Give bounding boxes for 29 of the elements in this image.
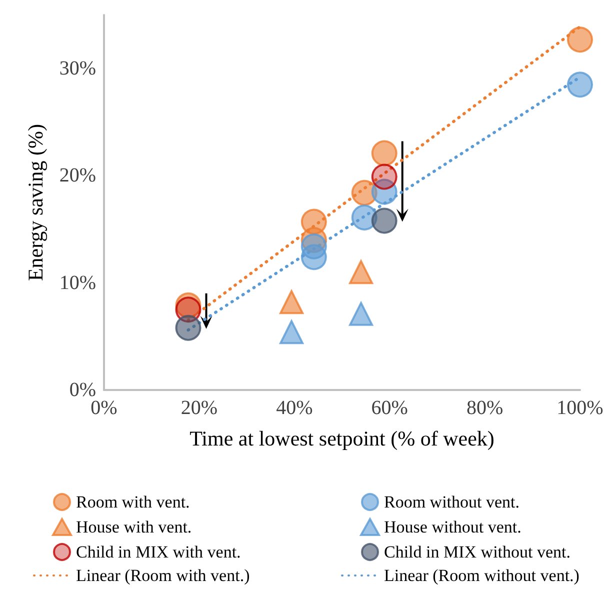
legend-label: House with vent. (76, 518, 192, 536)
x-tick-label: 60% (371, 397, 408, 419)
x-axis-title: Time at lowest setpoint (% of week) (190, 426, 494, 450)
point (349, 302, 374, 326)
legend-label: Linear (Room with vent.) (76, 566, 250, 585)
x-tick-label: 40% (276, 397, 313, 419)
legend-label: Room without vent. (384, 492, 520, 512)
legend-label: Linear (Room without vent.) (384, 566, 580, 585)
y-tick-label: 10% (59, 272, 96, 294)
x-tick-label: 80% (466, 397, 504, 419)
point (280, 290, 304, 314)
point (300, 244, 327, 270)
y-axis-title: Energy saving (%) (24, 124, 48, 282)
legend-label: Child in MIX without vent. (384, 542, 571, 562)
point (349, 260, 374, 284)
point (280, 320, 304, 344)
point (371, 164, 398, 190)
legend-label: Child in MIX with vent. (76, 542, 241, 562)
x-tick-label: 100% (556, 397, 604, 419)
legend-label: Room with vent. (76, 492, 190, 512)
point (567, 26, 593, 53)
point (371, 140, 398, 166)
x-tick-label: 20% (180, 397, 218, 419)
point (371, 208, 398, 234)
legend-label: House without vent. (384, 518, 522, 536)
point (175, 314, 202, 341)
y-tick-label: 30% (59, 58, 96, 80)
point (567, 72, 593, 98)
y-tick-label: 20% (59, 164, 96, 187)
